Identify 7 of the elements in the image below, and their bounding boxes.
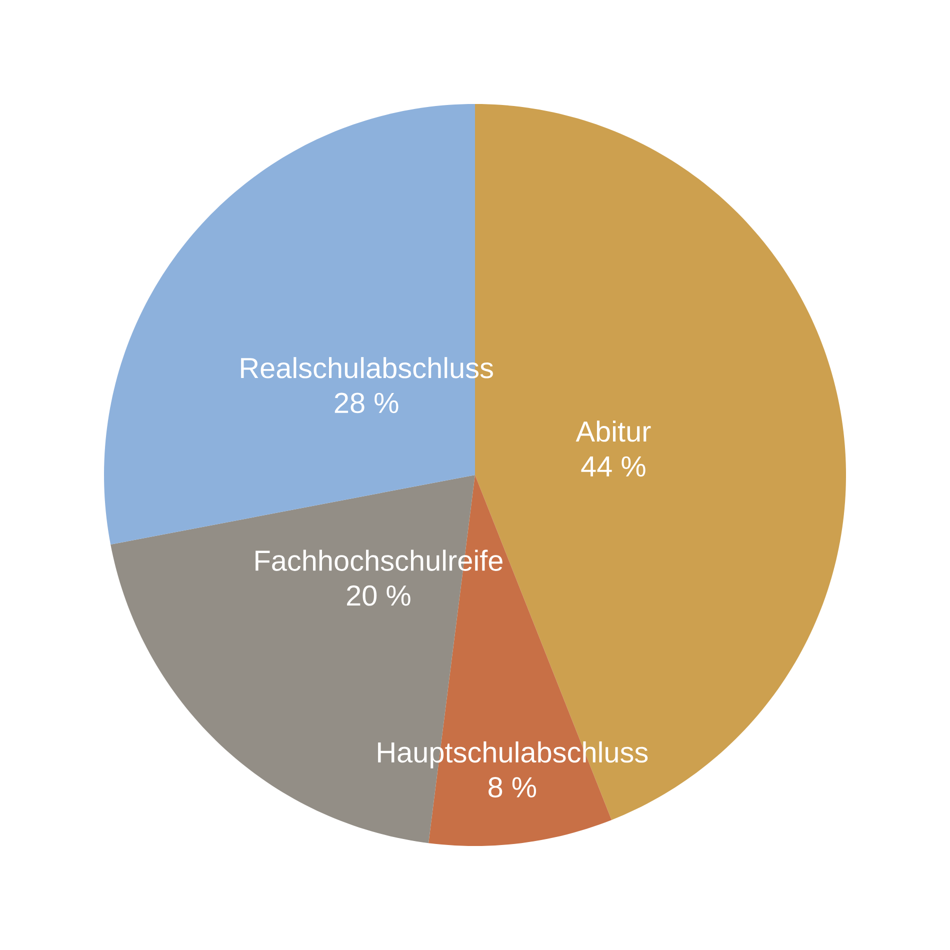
slice-label: Abitur — [576, 420, 651, 442]
data-label: 8 % — [488, 777, 536, 798]
data-label: 44 % — [581, 456, 646, 477]
slice-label: Fachhochschulreife — [256, 550, 502, 571]
data-label: 28 % — [334, 392, 398, 414]
data-label: 20 % — [347, 585, 410, 606]
slice-label: Hauptschulabschluss — [378, 741, 648, 768]
